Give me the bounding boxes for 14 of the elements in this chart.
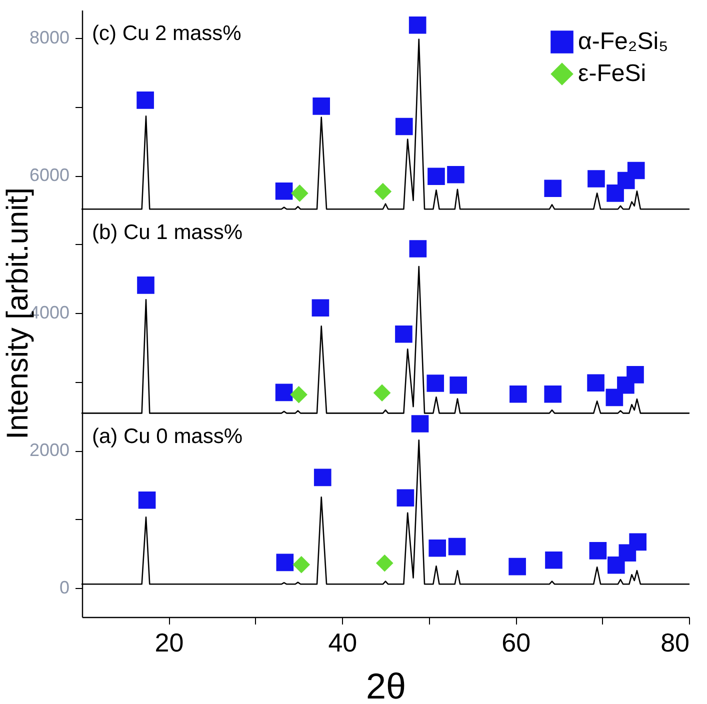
legend-label: ε-FeSi (578, 60, 646, 87)
annotation: (a) Cu 0 mass% (92, 425, 243, 448)
y-tick-label: 2000 (29, 440, 70, 460)
x-tick-label: 80 (660, 628, 690, 658)
x-tick-label: 40 (328, 628, 358, 658)
x-tick-label: 60 (502, 628, 531, 658)
x-tick-label: 20 (154, 628, 184, 658)
y-tick-label: 6000 (29, 165, 70, 186)
annotation: (c) Cu 2 mass% (92, 22, 242, 45)
y-tick-label: 0 (59, 578, 70, 598)
y-tick-label: 8000 (29, 28, 70, 48)
x-axis-title: 2θ (366, 666, 406, 704)
legend-label: α-Fe₂Si₅ (578, 28, 668, 55)
annotation: (b) Cu 1 mass% (92, 221, 243, 244)
